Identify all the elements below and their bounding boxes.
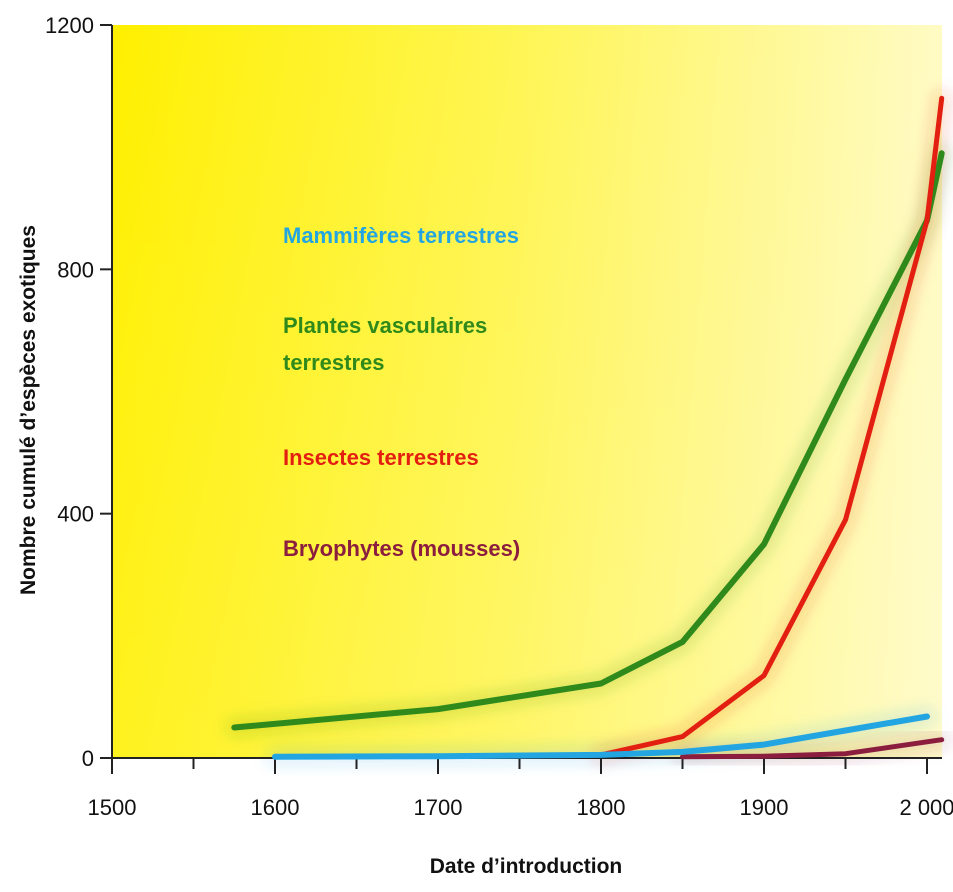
y-axis-ticks [100,24,112,759]
x-axis-title: Date d’introduction [430,855,623,878]
legend-label-series-1-line-1: terrestres [283,350,385,375]
x-tick-label-2000: 2 000 [899,795,953,820]
series-line-0 [272,713,930,760]
x-axis-tick-labels: 1500 1600 1700 1800 1900 2 000 [88,795,953,820]
x-tick-label-1900: 1900 [740,795,789,820]
legend-label-series-0: Mammifères terrestres [283,223,519,248]
x-axis-ticks [111,758,928,774]
x-tick-label-1700: 1700 [414,795,463,820]
series-layer [231,95,945,760]
series-line-3 [680,737,945,760]
x-tick-label-1800: 1800 [577,795,626,820]
y-axis-title: Nombre cumulé d’espèces exotiques [17,225,40,595]
y-axis-tick-labels: 0 400 800 1200 [45,13,94,771]
y-tick-label-400: 400 [57,502,94,527]
series-line-2 [598,95,945,758]
y-tick-label-800: 800 [57,257,94,282]
legend-label-series-3: Bryophytes (mousses) [283,536,520,561]
y-tick-label-1200: 1200 [45,13,94,38]
x-tick-label-1500: 1500 [88,795,137,820]
plot-background-fade [112,25,942,758]
series-line-1 [231,150,945,731]
legend-layer: Mammifères terrestres Plantes vasculaires… [283,223,520,561]
legend-label-series-2: Insectes terrestres [283,445,479,470]
legend-label-series-1-line-0: Plantes vasculaires [283,313,487,338]
x-tick-label-1600: 1600 [251,795,300,820]
y-tick-label-0: 0 [82,746,94,771]
